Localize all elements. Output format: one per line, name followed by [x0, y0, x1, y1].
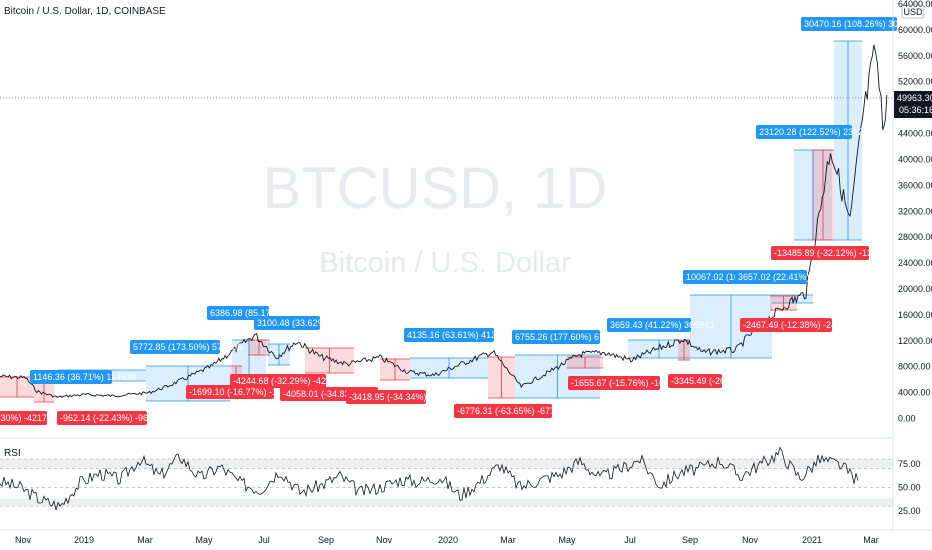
y-tick-label: 24000.00: [898, 258, 932, 268]
x-tick-label: Jul: [258, 535, 270, 545]
y-tick-label: 32000.00: [898, 206, 932, 216]
y-tick-label: 60000.00: [898, 25, 932, 35]
loss-label: -4244.68 (-32.29%) -424468: [233, 376, 346, 386]
price-line-layer: [0, 44, 888, 398]
current-price-badge: [894, 91, 932, 118]
gain-label-bg: [512, 330, 600, 344]
loss-label-bg: [668, 374, 722, 388]
x-tick-label: Mar: [137, 535, 153, 545]
y-tick-label: 28000.00: [898, 232, 932, 242]
gain-label-bg: [207, 306, 269, 320]
rsi-upper-band: [0, 459, 893, 469]
x-tick-label: 2019: [74, 535, 94, 545]
y-tick-label: 16000.00: [898, 310, 932, 320]
rsi-pane: 75.00 50.00 25.00: [0, 446, 921, 516]
gain-label-bg: [254, 316, 320, 330]
gain-label-bg: [30, 370, 112, 384]
x-tick-label: Nov: [742, 535, 759, 545]
trade-labels: 1146.36 (36.71%) 114638 5772.85 (173.50%)…: [0, 17, 923, 425]
x-tick-label: Mar: [500, 535, 516, 545]
gain-label-bg: [607, 318, 691, 332]
gain-label-bg: [735, 270, 807, 284]
trade-zones: [0, 40, 862, 403]
x-tick-label: Nov: [15, 535, 32, 545]
loss-label: -962.14 (-22.43%) -96214: [60, 413, 163, 423]
x-tick-label: Sep: [682, 535, 698, 545]
gain-label-bg: [130, 340, 220, 354]
rsi-title: RSI: [4, 448, 21, 459]
x-tick-label: 2021: [802, 535, 822, 545]
y-tick-label: 20000.00: [898, 284, 932, 294]
loss-label: -3418.95 (-34.34%) -341895: [349, 392, 462, 402]
loss-label: -3345.49 (-26.22%) -334549: [671, 376, 784, 386]
gain-label-bg: [404, 328, 494, 342]
loss-label-bg: [0, 411, 47, 425]
time-axis[interactable]: Nov 2019 Mar May Jul Sep Nov 2020 Mar May Jul Sep No…: [15, 535, 879, 545]
gain-label: 4135.16 (63.61%) 413516: [407, 330, 511, 340]
x-tick-label: 2020: [438, 535, 458, 545]
gain-label: 3659.43 (41.22%) 365943: [610, 320, 714, 330]
y-tick-label: 40000.00: [898, 154, 932, 164]
x-tick-label: Mar: [863, 535, 879, 545]
loss-label: -4058.01 (-34.83%) -405801: [283, 389, 396, 399]
x-tick-label: Sep: [318, 535, 334, 545]
bar-countdown: 05:36:16: [899, 105, 932, 115]
rsi-tick-label: 50.00: [898, 482, 921, 492]
chart-title: Bitcoin / U.S. Dollar, 1D, COINBASE: [4, 6, 166, 17]
loss-label: -6776.31 (-63.65%) -677631: [457, 406, 570, 416]
gain-label: 5772.85 (173.50%) 577285: [133, 342, 242, 352]
y-tick-label: 44000.00: [898, 129, 932, 139]
y-tick-label: 36000.00: [898, 180, 932, 190]
gain-label: 6386.98 (85.17%) 638698: [210, 308, 314, 318]
loss-label-bg: [454, 404, 552, 418]
current-price-value: 49963.30: [897, 93, 932, 103]
loss-label: -57.30%) -421705: [0, 413, 57, 423]
x-tick-label: Nov: [376, 535, 393, 545]
gain-label: 23120.28 (122.52%) 2312028: [759, 127, 878, 137]
gain-label: 10067.02 (102.4: [686, 272, 752, 282]
gain-label: 1146.36 (36.71%) 114638: [33, 372, 136, 382]
watermark-name: Bitcoin / U.S. Dollar: [319, 247, 571, 279]
rsi-tick-label: 75.00: [898, 459, 921, 469]
gain-label-bg: [683, 270, 747, 284]
gain-label-bg: [801, 17, 897, 31]
y-tick-label: 56000.00: [898, 51, 932, 61]
y-tick-label: 4000.00: [898, 388, 931, 398]
loss-label-bg: [230, 374, 326, 388]
loss-label-bg: [346, 390, 426, 404]
y-tick-label: 0.00: [898, 414, 916, 424]
gain-label: 30470.16 (108.26%) 3047016: [804, 19, 923, 29]
gain-label: 3100.48 (33.62%) 310048: [257, 318, 361, 328]
y-tick-label: 52000.00: [898, 77, 932, 87]
y-tick-label: 12000.00: [898, 336, 932, 346]
y-tick-label: 64000.00: [898, 0, 932, 9]
x-tick-label: May: [195, 535, 213, 545]
rsi-lower-band: [0, 498, 893, 507]
loss-label-bg: [771, 246, 869, 260]
currency-badge[interactable]: [901, 4, 925, 19]
loss-label: -1655.67 (-15.76%) -165567: [571, 378, 684, 388]
loss-label: -2467.49 (-12.38%) -246749: [743, 320, 856, 330]
price-axis[interactable]: 0.00 4000.00 8000.00 12000.00 16000.00 20000.…: [898, 0, 932, 424]
loss-label: -13485.89 (-32.12%) -1348589: [774, 248, 897, 258]
price-series-line: [0, 44, 888, 398]
currency-label: USD: [903, 7, 923, 17]
y-tick-label: 8000.00: [898, 362, 931, 372]
x-tick-label: Jul: [624, 535, 636, 545]
loss-label-bg: [740, 318, 832, 332]
gain-label-bg: [756, 125, 852, 139]
loss-label-bg: [568, 376, 660, 390]
loss-label-bg: [186, 385, 274, 399]
x-tick-label: May: [558, 535, 576, 545]
gain-label: 3657.02 (22.41%) 365702: [738, 272, 842, 282]
loss-label-bg: [57, 411, 147, 425]
rsi-line: [0, 446, 859, 511]
loss-label: -1699.10 (-16.77%) -169910: [189, 387, 302, 397]
watermark-symbol: BTCUSD, 1D: [263, 156, 608, 221]
gain-label: 6755.26 (177.60%) 675526: [515, 332, 624, 342]
rsi-tick-label: 25.00: [898, 506, 921, 516]
